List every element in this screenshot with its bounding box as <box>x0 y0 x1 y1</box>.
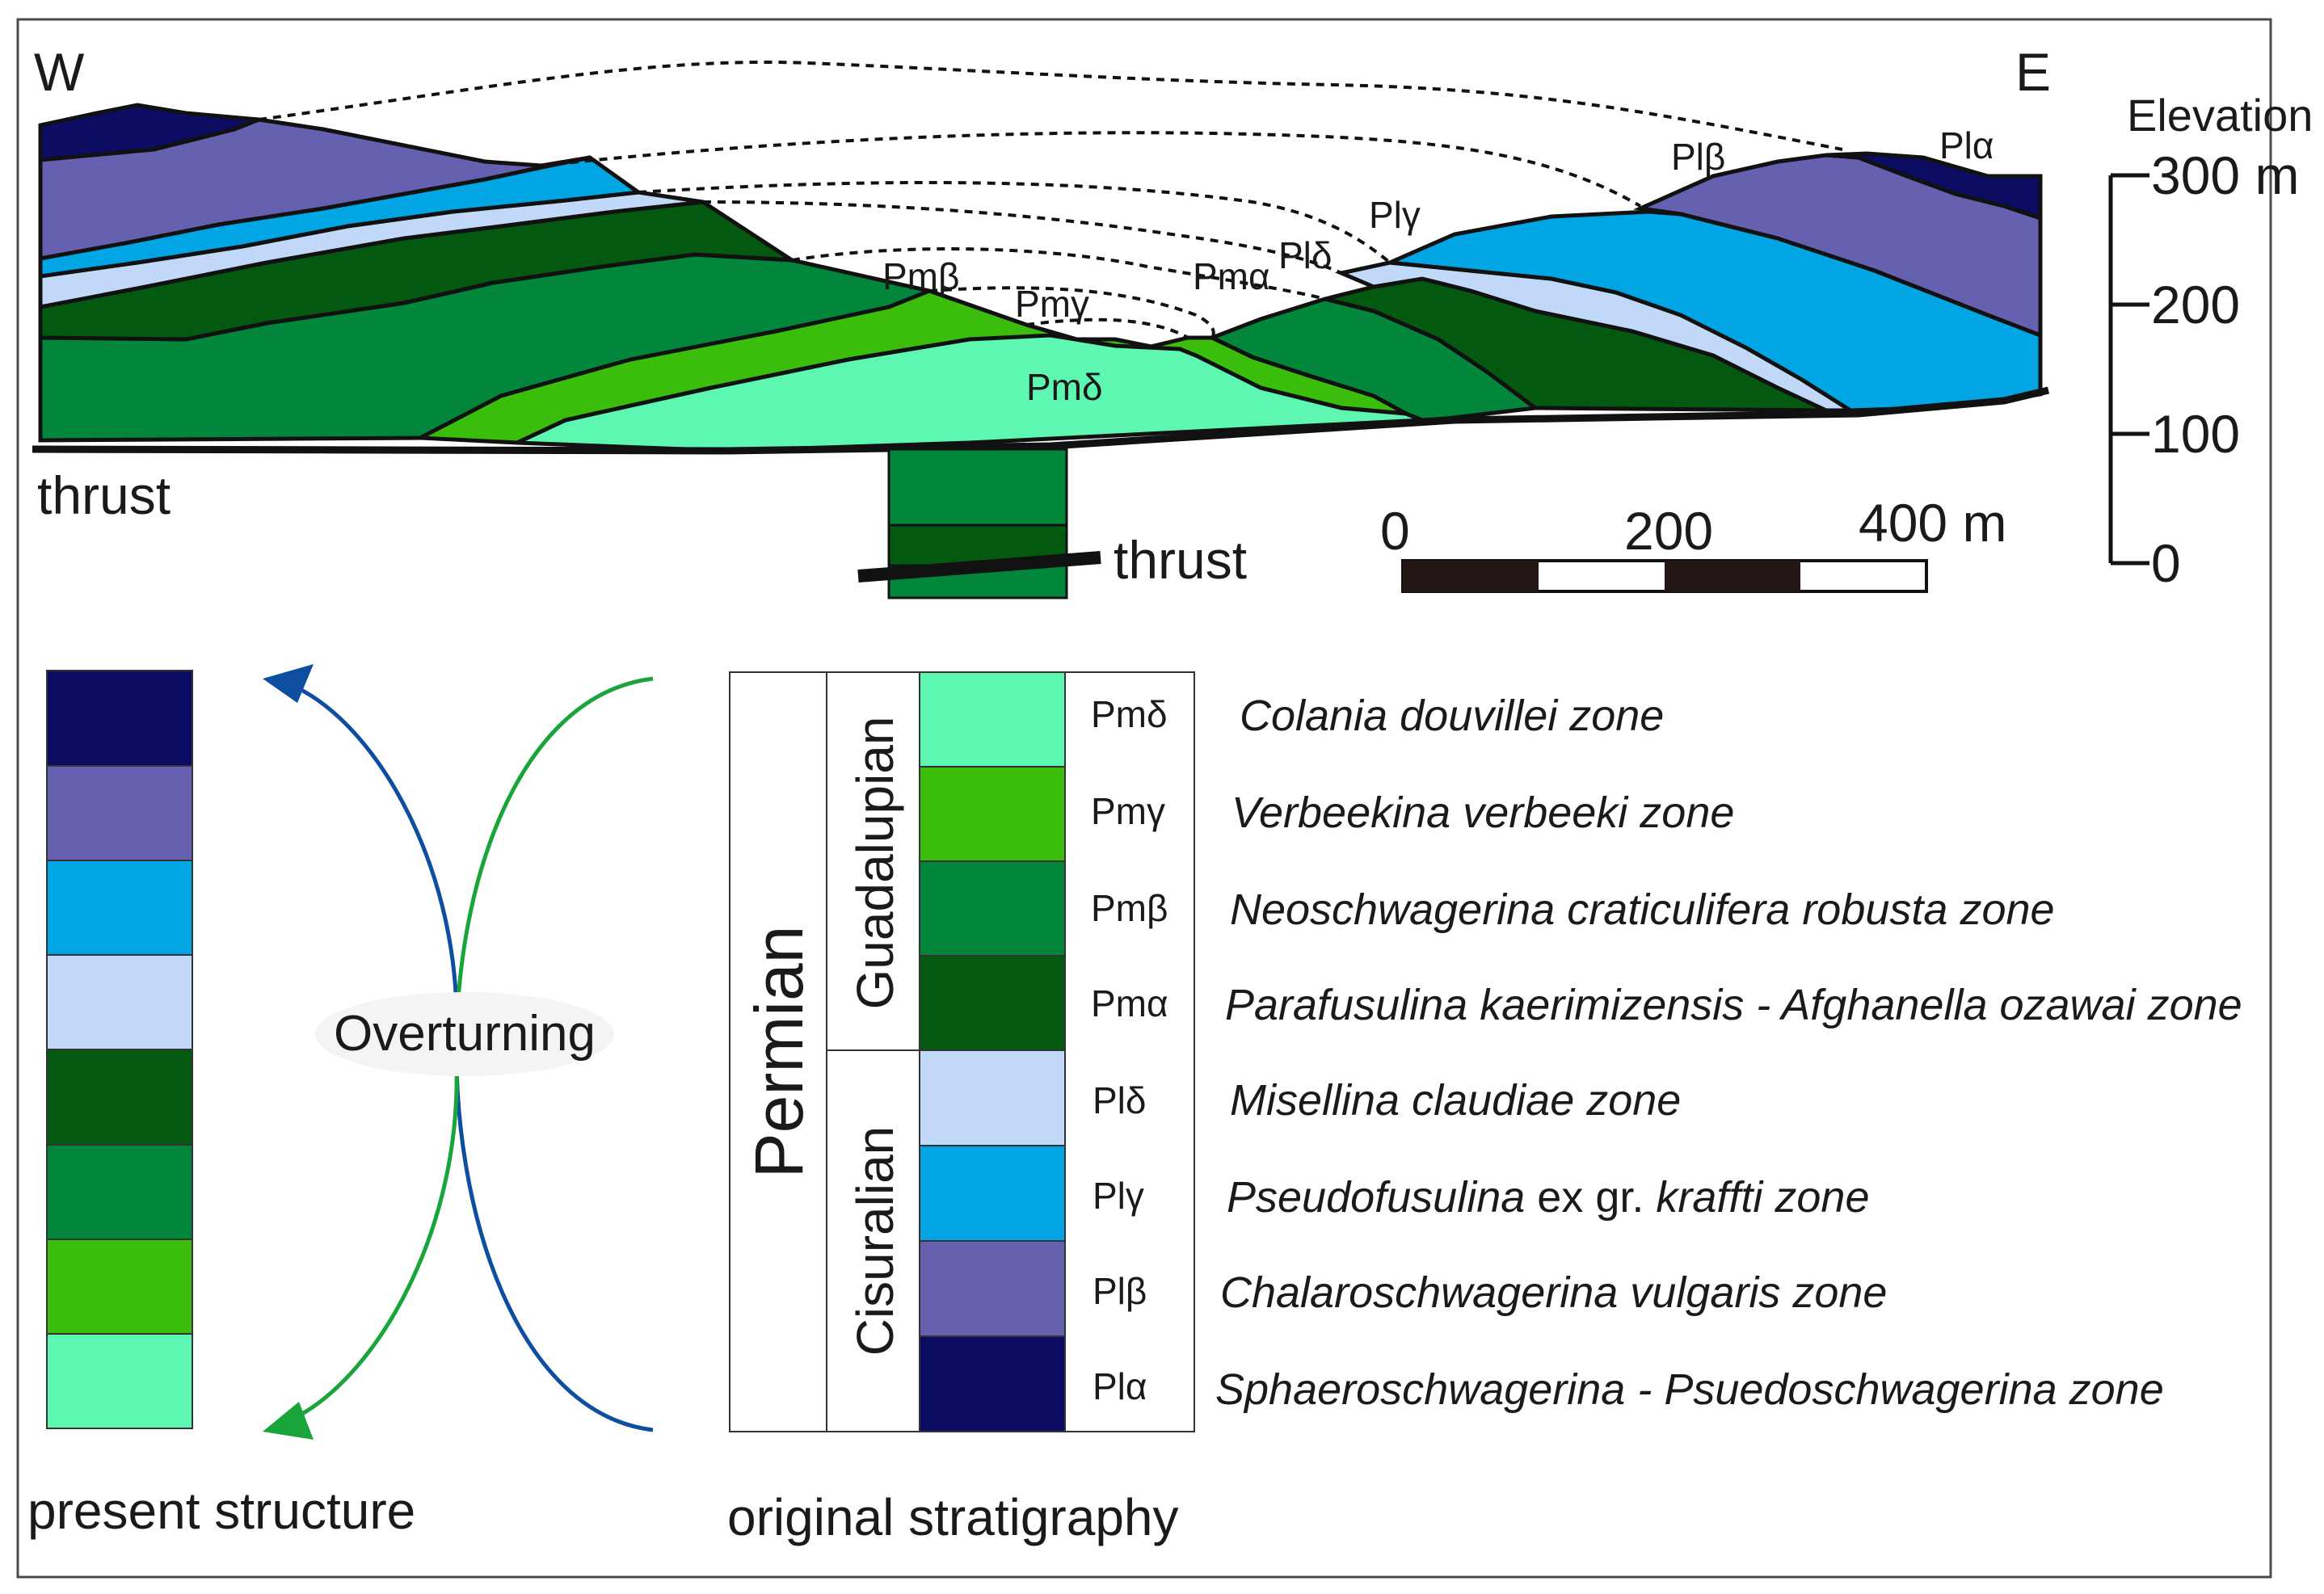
code-pm-gamma: Pmγ <box>1091 790 1165 832</box>
present-unit-pm-beta <box>46 1144 193 1240</box>
elevation-title: Elevation <box>2127 90 2313 141</box>
code-pl-alpha: Plα <box>1093 1365 1147 1407</box>
zone-pl-gamma-genus: Pseudofusulina <box>1227 1173 1525 1222</box>
present-unit-pl-gamma <box>46 860 193 956</box>
layer-pl-alpha-west <box>38 103 259 162</box>
series-cell-cisuralian <box>826 1049 920 1432</box>
orig-swatch-pm-delta <box>919 671 1066 768</box>
overturning-arrows: Overturning <box>263 664 654 1440</box>
elevation-tick-100: 100 <box>2151 404 2240 464</box>
system-cell-permian <box>729 671 827 1432</box>
eroded-traces <box>258 60 1843 339</box>
thrust-label-left: thrust <box>37 465 171 525</box>
present-unit-pm-gamma <box>46 1239 193 1335</box>
unit-label-pm-alpha: Pmα <box>1193 255 1270 297</box>
code-pm-beta: Pmβ <box>1091 887 1168 929</box>
thrust-label-bottom: thrust <box>1114 530 1247 590</box>
present-structure-caption: present structure <box>27 1482 415 1540</box>
zone-pm-delta: Colania douvillei zone <box>1240 692 1664 740</box>
original-stratigraphy-table: Permian Guadalupian Cisuralian Pmδ Pmγ P… <box>727 671 2242 1546</box>
series-label-cisuralian: Cisuralian <box>846 1126 904 1356</box>
zone-pm-gamma: Verbeekina verbeeki zone <box>1231 789 1734 837</box>
code-pl-beta: Plβ <box>1093 1270 1147 1312</box>
code-pl-gamma: Plγ <box>1093 1175 1144 1217</box>
code-pl-delta: Plδ <box>1093 1079 1147 1121</box>
arrow-green-head <box>263 1402 314 1440</box>
zone-pl-gamma: Pseudofusulina ex gr. kraffti zone <box>1227 1173 1870 1222</box>
series-label-guadalupian: Guadalupian <box>846 717 904 1010</box>
present-unit-pm-delta <box>46 1333 193 1429</box>
lower-thrust-column <box>857 448 1101 599</box>
elevation-tick-0: 0 <box>2151 533 2181 593</box>
overturning-label: Overturning <box>334 1006 596 1062</box>
unit-label-pm-beta: Pmβ <box>882 255 959 297</box>
scale-label-400: 400 m <box>1859 493 2006 553</box>
code-column <box>1064 671 1195 1432</box>
basal-thrust-line <box>32 386 2050 455</box>
orig-swatch-pl-beta <box>919 1240 1066 1337</box>
orig-swatch-pl-alpha <box>919 1335 1066 1432</box>
layer-pl-alpha-east <box>1825 151 2043 221</box>
zone-pl-gamma-tail: kraffti zone <box>1656 1173 1869 1222</box>
elevation-axis: Elevation 300 m 200 100 0 <box>2108 90 2313 593</box>
unit-label-pm-gamma: Pmγ <box>1015 283 1089 325</box>
zone-pl-gamma-upright: ex gr. <box>1525 1173 1656 1222</box>
zone-pl-beta: Chalaroschwagerina vulgaris zone <box>1220 1268 1887 1317</box>
scale-bar: 0 200 400 m <box>1380 493 2006 593</box>
orig-swatch-pl-delta <box>919 1049 1066 1146</box>
system-label: Permian <box>741 926 817 1179</box>
zone-pm-beta: Neoschwagerina craticulifera robusta zon… <box>1230 885 2055 934</box>
elevation-tick-300: 300 m <box>2151 145 2299 205</box>
series-cell-guadalupian <box>826 671 920 1051</box>
present-unit-pl-delta <box>46 954 193 1050</box>
present-unit-pl-beta <box>46 765 193 861</box>
scale-label-0: 0 <box>1380 501 1410 561</box>
zone-pm-alpha: Parafusulina kaerimizensis - Afghanella … <box>1225 981 2242 1029</box>
unit-label-pl-beta: Plβ <box>1671 136 1725 178</box>
code-pm-alpha: Pmα <box>1091 982 1168 1024</box>
east-label: E <box>2015 42 2051 102</box>
orig-swatch-pm-alpha <box>919 955 1066 1051</box>
present-unit-pm-alpha <box>46 1049 193 1146</box>
west-label: W <box>34 42 85 102</box>
orig-swatch-pl-gamma <box>919 1145 1066 1242</box>
unit-label-pl-alpha: Plα <box>1939 124 1994 166</box>
elevation-tick-200: 200 <box>2151 275 2240 334</box>
arrow-blue-head <box>263 664 314 703</box>
orig-swatch-pm-gamma <box>919 766 1066 862</box>
cross-section: W E thrust thrust Pmβ Pmγ Pmα Plδ Plγ Pl… <box>32 42 2051 599</box>
scale-label-200: 200 <box>1624 501 1713 561</box>
orig-swatch-pm-beta <box>919 860 1066 957</box>
present-structure-column: present structure <box>27 670 415 1540</box>
overturning-label-bg <box>315 992 614 1076</box>
zone-pl-alpha: Sphaeroschwagerina - Psuedoschwagerina z… <box>1215 1365 2164 1414</box>
layer-pm-delta-core <box>516 333 1423 453</box>
unit-label-pl-delta: Plδ <box>1278 234 1333 276</box>
present-unit-pl-alpha <box>46 670 193 767</box>
zone-pl-delta: Misellina claudiae zone <box>1230 1076 1681 1125</box>
unit-label-pm-delta: Pmδ <box>1026 366 1103 408</box>
code-pm-delta: Pmδ <box>1091 693 1168 735</box>
unit-label-pl-gamma: Plγ <box>1369 194 1421 236</box>
original-stratigraphy-caption: original stratigraphy <box>727 1488 1179 1546</box>
